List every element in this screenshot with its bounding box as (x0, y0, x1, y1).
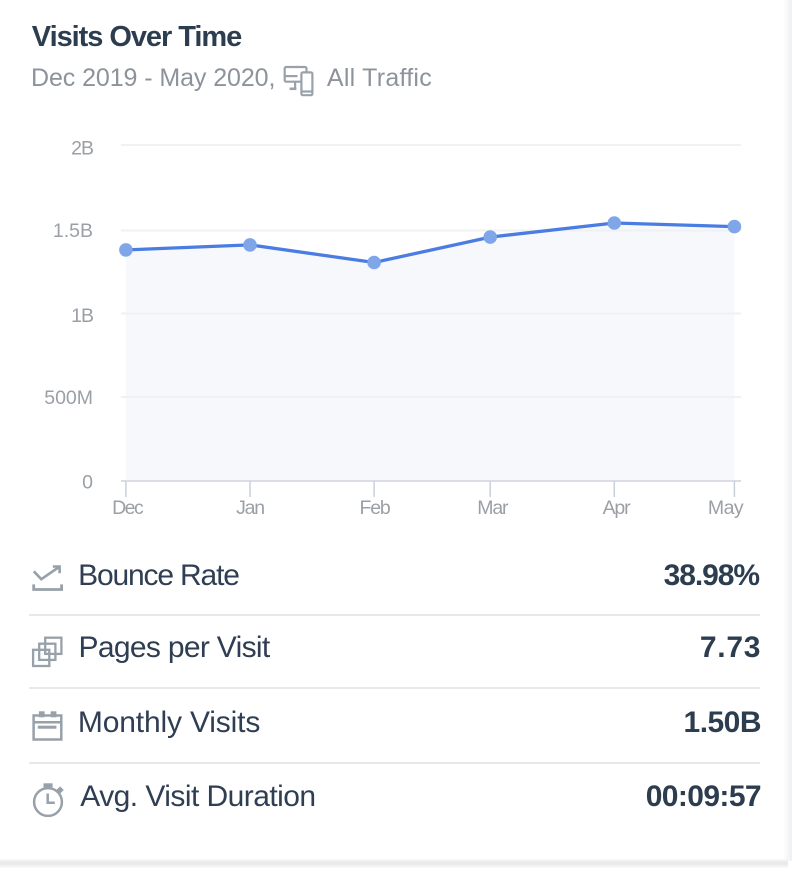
svg-text:Mar: Mar (477, 497, 509, 519)
svg-text:1.5B: 1.5B (53, 220, 93, 242)
svg-text:0: 0 (82, 471, 93, 493)
svg-text:Dec: Dec (112, 497, 144, 519)
svg-text:Feb: Feb (359, 497, 390, 519)
svg-text:2B: 2B (71, 138, 93, 160)
svg-text:500M: 500M (44, 387, 93, 409)
svg-text:1B: 1B (71, 305, 93, 327)
svg-text:Apr: Apr (603, 497, 631, 519)
svg-text:May: May (708, 497, 744, 519)
svg-text:Jan: Jan (236, 497, 264, 519)
